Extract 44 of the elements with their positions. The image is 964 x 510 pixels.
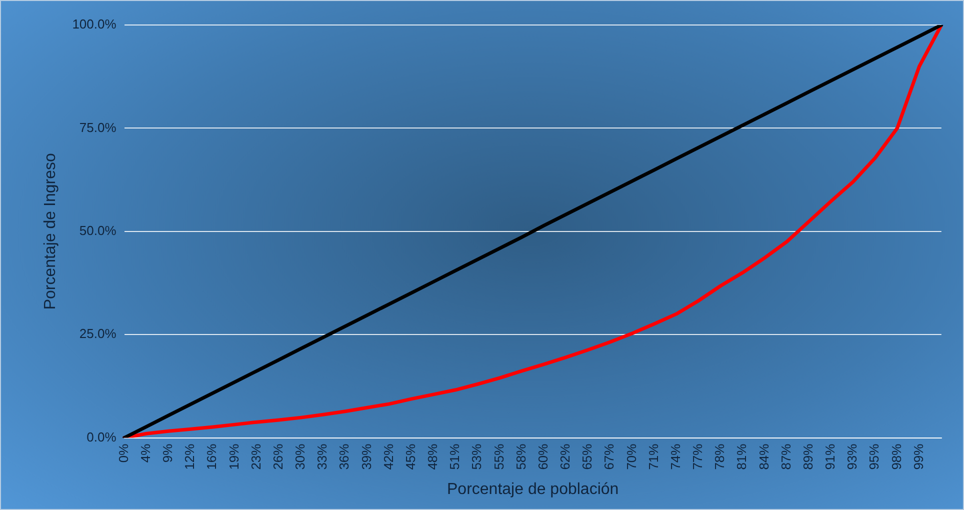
x-tick-label: 12% bbox=[182, 443, 198, 470]
y-tick-label: 25.0% bbox=[79, 326, 117, 342]
x-tick-label: 4% bbox=[138, 443, 153, 463]
x-tick-label: 87% bbox=[778, 443, 794, 470]
x-tick-label: 60% bbox=[535, 443, 550, 470]
y-tick-label: 100.0% bbox=[72, 16, 117, 32]
x-tick-label: 26% bbox=[270, 443, 286, 470]
x-tick-label: 9% bbox=[160, 443, 176, 463]
x-tick-label: 93% bbox=[844, 443, 860, 470]
x-tick-label: 89% bbox=[800, 443, 816, 470]
x-tick-label: 0% bbox=[116, 443, 131, 463]
x-tick-label: 58% bbox=[513, 443, 528, 470]
x-tick-label: 67% bbox=[602, 443, 617, 470]
x-tick-label: 65% bbox=[580, 443, 595, 470]
x-tick-label: 16% bbox=[204, 443, 220, 470]
x-tick-label: 42% bbox=[380, 443, 396, 470]
x-tick-label: 36% bbox=[336, 443, 352, 470]
x-tick-label: 70% bbox=[624, 443, 639, 470]
x-tick-label: 74% bbox=[668, 443, 683, 470]
x-tick-label: 71% bbox=[646, 443, 661, 470]
x-tick-label: 48% bbox=[425, 443, 440, 470]
x-axis-title: Porcentaje de población bbox=[447, 480, 619, 498]
y-tick-label: 0.0% bbox=[86, 429, 117, 444]
x-tick-label: 62% bbox=[558, 443, 573, 470]
x-tick-label: 19% bbox=[226, 443, 242, 470]
x-tick-label: 78% bbox=[712, 443, 728, 470]
x-tick-label: 84% bbox=[756, 443, 772, 470]
x-tick-label: 77% bbox=[690, 443, 706, 470]
x-tick-label: 98% bbox=[888, 443, 904, 470]
x-tick-label: 53% bbox=[469, 443, 484, 470]
x-tick-label: 81% bbox=[734, 443, 750, 470]
x-tick-label: 39% bbox=[358, 443, 374, 470]
y-axis-title: Porcentaje de Ingreso bbox=[42, 153, 60, 310]
x-tick-label: 23% bbox=[248, 443, 264, 470]
x-tick-label: 95% bbox=[866, 443, 882, 470]
x-tick-label: 51% bbox=[447, 443, 462, 470]
x-tick-label: 45% bbox=[402, 443, 418, 470]
x-tick-label: 99% bbox=[910, 443, 926, 470]
y-tick-label: 50.0% bbox=[79, 222, 117, 238]
y-tick-label: 75.0% bbox=[79, 120, 117, 135]
x-tick-label: 55% bbox=[491, 443, 506, 470]
x-tick-label: 30% bbox=[292, 443, 308, 470]
x-tick-label: 91% bbox=[822, 443, 838, 470]
x-tick-label: 33% bbox=[314, 443, 330, 470]
